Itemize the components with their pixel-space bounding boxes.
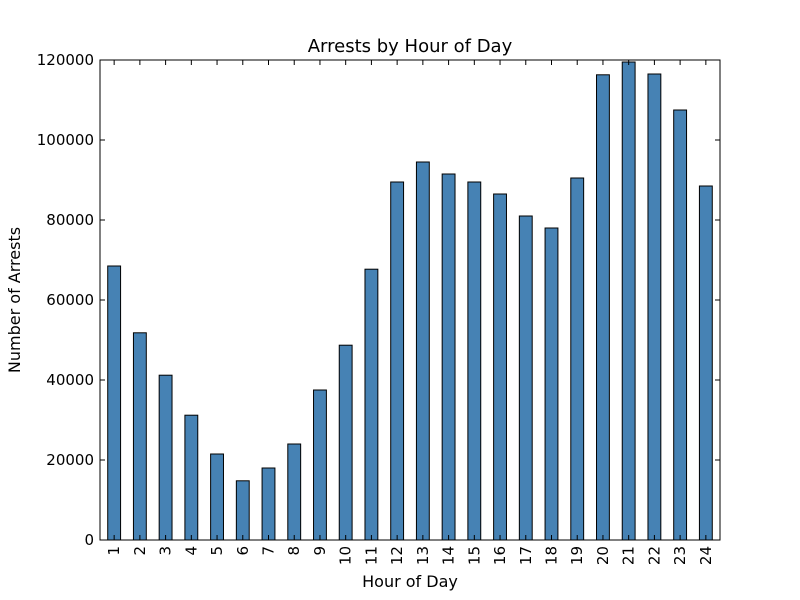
bar-hour-23 (673, 109, 688, 541)
x-tick-label: 15 (465, 546, 483, 565)
x-tick-label: 14 (440, 546, 458, 565)
chart-title: Arrests by Hour of Day (308, 36, 513, 57)
bar-hour-18 (544, 227, 559, 541)
x-tick-label: 12 (388, 546, 406, 565)
bar-hour-6 (235, 480, 250, 541)
x-tick-label: 4 (182, 546, 200, 556)
bar-hour-7 (261, 467, 276, 541)
plot-frame (99, 59, 721, 541)
bar-hour-4 (184, 414, 199, 541)
y-axis-label: Number of Arrests (5, 227, 24, 373)
x-tick-label: 22 (645, 546, 663, 565)
x-tick-label: 6 (234, 546, 252, 556)
bar-hour-9 (313, 389, 327, 541)
bar-hour-24 (698, 185, 713, 541)
bar-hour-19 (570, 177, 585, 541)
x-tick-label: 7 (260, 546, 278, 556)
x-tick-label: 5 (208, 546, 226, 556)
bar-hour-16 (493, 193, 507, 541)
bars-group (107, 61, 713, 541)
x-axis-label: Hour of Day (362, 572, 458, 591)
bar-hour-10 (338, 344, 353, 541)
y-ticks-group: 0 20000 40000 60000 80000 100000 120000 (37, 51, 720, 549)
x-tick-label: 9 (311, 546, 329, 556)
y-tick-label: 0 (84, 531, 94, 549)
x-tick-label: 8 (285, 546, 303, 556)
x-ticks-group: 1 2 3 4 5 6 7 8 9 10 11 12 13 14 15 16 17 18 19 20 21 22 23 24 (105, 60, 715, 565)
x-tick-label: 10 (337, 546, 355, 565)
y-tick-label: 40000 (46, 371, 94, 389)
y-tick-label: 80000 (46, 211, 94, 229)
bar-hour-12 (390, 181, 405, 541)
bar-hour-13 (415, 161, 430, 541)
bar-hour-2 (132, 332, 147, 541)
x-tick-label: 3 (157, 546, 175, 556)
bar-hour-3 (158, 374, 173, 541)
x-tick-label: 17 (517, 546, 535, 565)
bar-hour-21 (621, 61, 636, 541)
x-tick-label: 20 (594, 546, 612, 565)
bar-hour-8 (287, 443, 302, 541)
x-tick-label: 1 (105, 546, 123, 556)
bar-hour-5 (210, 453, 224, 541)
y-tick-label: 120000 (37, 51, 94, 69)
x-tick-label: 23 (671, 546, 689, 565)
bar-hour-15 (467, 181, 482, 541)
bar-hour-17 (518, 215, 533, 541)
bar-hour-14 (441, 173, 456, 541)
x-tick-label: 2 (131, 546, 149, 556)
bar-hour-1 (107, 265, 122, 541)
x-tick-label: 18 (542, 546, 560, 565)
bar-hour-11 (364, 268, 379, 541)
x-tick-label: 11 (362, 546, 380, 565)
bar-hour-20 (596, 74, 610, 541)
y-tick-label: 20000 (46, 451, 94, 469)
x-tick-label: 24 (697, 546, 715, 565)
y-tick-label: 100000 (37, 131, 94, 149)
y-tick-label: 60000 (46, 291, 94, 309)
x-tick-label: 21 (620, 546, 638, 565)
x-tick-label: 13 (414, 546, 432, 565)
x-tick-label: 19 (568, 546, 586, 565)
bar-hour-22 (647, 73, 662, 541)
x-tick-label: 16 (491, 546, 509, 565)
